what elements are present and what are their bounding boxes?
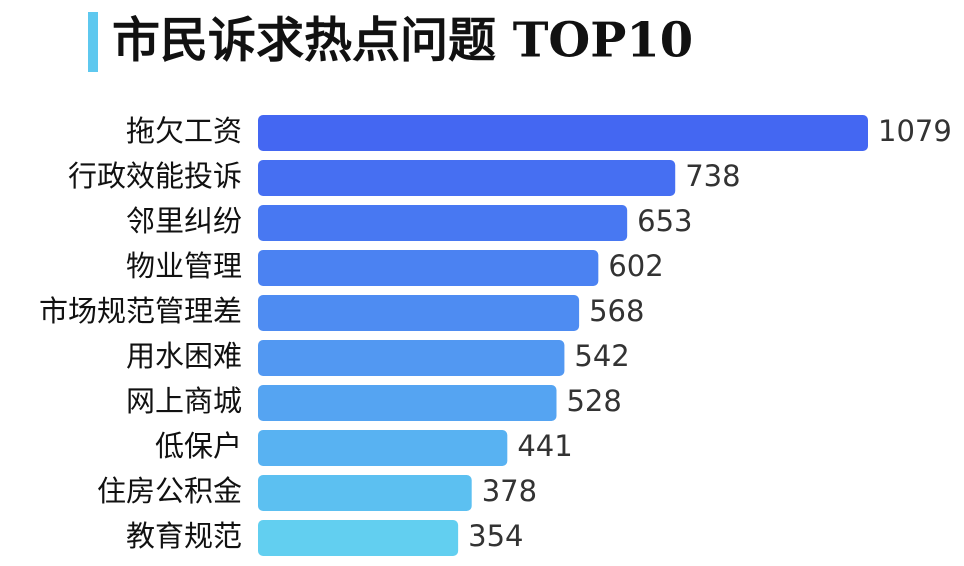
bar: [258, 160, 676, 196]
bar: [258, 250, 599, 286]
value-label: 528: [566, 384, 621, 418]
value-label: 378: [482, 474, 537, 508]
category-label: 拖欠工资: [126, 114, 242, 148]
category-label: 住房公积金: [97, 474, 242, 508]
title-accent: [88, 12, 98, 72]
chart-title: 市民诉求热点问题 TOP10: [112, 13, 693, 69]
bar: [258, 205, 628, 241]
value-label: 738: [685, 159, 740, 193]
category-label: 网上商城: [126, 384, 242, 418]
bar: [258, 520, 459, 556]
category-label: 行政效能投诉: [68, 159, 242, 193]
category-label: 用水困难: [126, 339, 242, 373]
value-label: 542: [574, 339, 629, 373]
value-label: 1079: [878, 114, 952, 148]
category-label: 物业管理: [126, 249, 242, 283]
category-label: 教育规范: [126, 519, 242, 553]
bar: [258, 385, 557, 421]
value-label: 568: [589, 294, 644, 328]
category-label: 邻里纠纷: [126, 204, 242, 238]
value-label: 354: [468, 519, 523, 553]
bar: [258, 475, 472, 511]
bar: [258, 340, 565, 376]
category-label: 低保户: [155, 429, 242, 463]
value-label: 653: [637, 204, 692, 238]
bar: [258, 430, 508, 466]
category-label: 市场规范管理差: [39, 294, 242, 328]
value-label: 602: [608, 249, 663, 283]
bar: [258, 295, 580, 331]
value-label: 441: [517, 429, 572, 463]
bar: [258, 115, 868, 151]
